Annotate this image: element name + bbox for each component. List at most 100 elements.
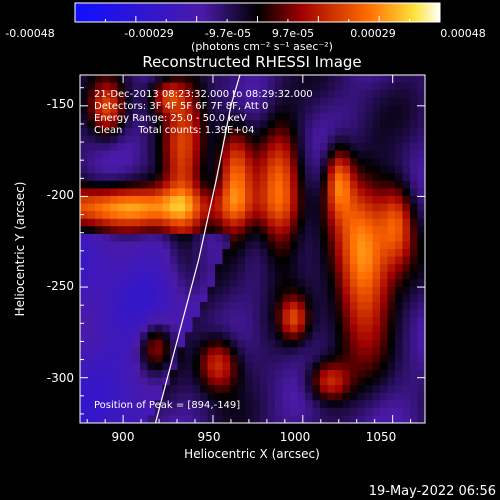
heatmap-cell <box>305 233 314 243</box>
heatmap-cell <box>155 82 164 91</box>
heatmap-cell <box>402 301 411 311</box>
heatmap-cell <box>282 407 291 417</box>
heatmap-cell <box>335 188 344 197</box>
heatmap-cell <box>282 143 291 152</box>
heatmap-cell <box>117 75 126 84</box>
heatmap-cell <box>342 97 351 106</box>
heatmap-cell <box>372 188 381 197</box>
heatmap-cell <box>380 112 389 121</box>
y-axis-label: Heliocentric Y (arcsec) <box>13 182 27 317</box>
heatmap-cell <box>162 196 171 205</box>
heatmap-cell <box>410 407 419 417</box>
heatmap-cell <box>342 400 351 409</box>
heatmap-cell <box>110 279 119 288</box>
heatmap-cell <box>177 75 186 84</box>
heatmap-cell <box>87 218 96 227</box>
heatmap-cell <box>95 407 104 417</box>
heatmap-cell <box>335 135 344 144</box>
heatmap-cell <box>342 211 351 220</box>
solar-limb-curve <box>154 75 241 423</box>
heatmap-cell <box>327 180 336 190</box>
heatmap-cell <box>230 180 239 190</box>
heatmap-cell <box>305 143 314 152</box>
heatmap-cell <box>327 226 336 235</box>
heatmap-cell <box>335 143 344 152</box>
heatmap-cell <box>162 301 171 311</box>
heatmap-cell <box>222 120 231 129</box>
heatmap-cell <box>320 407 329 417</box>
heatmap-cell <box>207 188 216 197</box>
heatmap-cell <box>95 256 104 265</box>
heatmap-cell <box>80 241 89 250</box>
heatmap-cell <box>357 279 366 288</box>
heatmap-cell <box>297 97 306 106</box>
heatmap-cell <box>102 120 111 129</box>
heatmap-cell <box>387 112 396 121</box>
heatmap-cell <box>132 165 141 174</box>
heatmap-cell <box>117 150 126 159</box>
heatmap-cell <box>350 105 359 114</box>
heatmap-cell <box>170 196 179 205</box>
heatmap-cell <box>402 226 411 235</box>
heatmap-cell <box>365 249 374 258</box>
heatmap-cell <box>260 241 269 250</box>
heatmap-cell <box>87 150 96 159</box>
heatmap-cell <box>305 294 314 303</box>
heatmap-cell <box>395 143 404 152</box>
heatmap-cell <box>237 354 246 364</box>
heatmap-cell <box>200 127 209 137</box>
heatmap-cell <box>147 233 156 243</box>
heatmap-cell <box>162 180 171 190</box>
heatmap-cell <box>147 324 156 333</box>
heatmap-cell <box>215 82 224 91</box>
heatmap-cell <box>80 97 89 106</box>
heatmap-cell <box>312 180 321 190</box>
heatmap-cell <box>387 82 396 91</box>
heatmap-cell <box>327 370 336 379</box>
heatmap-cell <box>170 301 179 311</box>
heatmap-cell <box>282 165 291 174</box>
heatmap-cell <box>230 286 239 295</box>
heatmap-cell <box>357 233 366 243</box>
heatmap-cell <box>207 180 216 190</box>
heatmap-cell <box>185 97 194 106</box>
heatmap-cell <box>267 226 276 235</box>
heatmap-cell <box>110 347 119 356</box>
heatmap-cell <box>402 203 411 212</box>
heatmap-cell <box>410 317 419 326</box>
heatmap-cell <box>365 415 374 423</box>
heatmap-cell <box>282 385 291 394</box>
heatmap-cell <box>110 264 119 273</box>
heatmap-cell <box>395 196 404 205</box>
heatmap-cell <box>312 309 321 318</box>
heatmap-cell <box>267 370 276 379</box>
heatmap-cell <box>185 75 194 84</box>
heatmap-cell <box>252 233 261 243</box>
heatmap-cell <box>177 120 186 129</box>
heatmap-cell <box>252 241 261 250</box>
heatmap-cell <box>297 120 306 129</box>
heatmap-cell <box>237 271 246 280</box>
heatmap-cell <box>245 362 254 371</box>
heatmap-cell <box>117 180 126 190</box>
heatmap-cell <box>402 233 411 243</box>
heatmap-cell <box>222 165 231 174</box>
heatmap-cell <box>380 158 389 167</box>
heatmap-cell <box>410 105 419 114</box>
heatmap-cell <box>312 226 321 235</box>
heatmap-cell <box>185 226 194 235</box>
heatmap-cell <box>177 324 186 333</box>
heatmap-cell <box>117 112 126 121</box>
heatmap-cell <box>350 90 359 99</box>
heatmap-cell <box>162 143 171 152</box>
heatmap-cell <box>267 188 276 197</box>
heatmap-cell <box>305 271 314 280</box>
heatmap-cell <box>260 362 269 371</box>
heatmap-cell <box>125 362 134 371</box>
heatmap-cell <box>335 226 344 235</box>
heatmap-cell <box>395 203 404 212</box>
heatmap-cell <box>320 362 329 371</box>
heatmap-cell <box>200 82 209 91</box>
heatmap-cell <box>162 90 171 99</box>
heatmap-cell <box>207 75 216 84</box>
